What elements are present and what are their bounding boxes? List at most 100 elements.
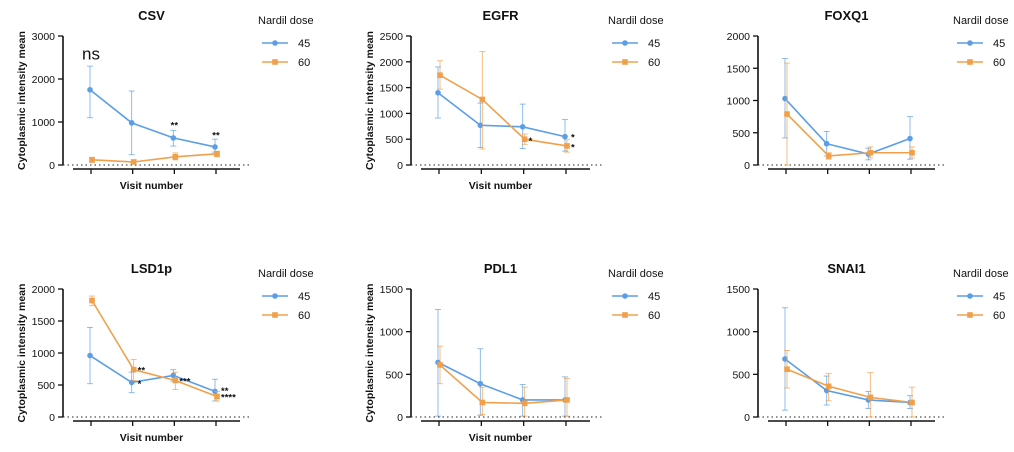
- data-point-45: [782, 356, 788, 362]
- data-point-60: [172, 154, 179, 160]
- data-point-45: [823, 140, 830, 147]
- y-tick-label: 1000: [380, 327, 404, 339]
- series-line-45: [89, 89, 216, 148]
- data-point-45: [212, 144, 218, 150]
- data-point-45: [128, 379, 135, 386]
- legend-label-60: 60: [298, 310, 310, 322]
- data-point-60: [479, 96, 486, 103]
- data-point-60: [867, 149, 874, 156]
- legend-label-60: 60: [993, 57, 1005, 69]
- y-tick-label: 2000: [32, 74, 56, 86]
- significance-annotation: **: [221, 386, 229, 397]
- data-point-45: [907, 135, 913, 142]
- series-line-60: [786, 113, 912, 157]
- y-tick-label: 500: [385, 369, 403, 381]
- significance-annotation: ****: [221, 393, 236, 404]
- legend-swatch-marker: [967, 293, 973, 299]
- y-tick-label: 1000: [727, 96, 751, 108]
- data-point-60: [172, 377, 179, 384]
- chart-title: PDL1: [484, 261, 517, 276]
- y-axis-label: Cytoplasmic intensity mean: [16, 31, 28, 170]
- data-point-60: [214, 151, 220, 157]
- y-tick-label: 2500: [380, 31, 404, 43]
- chart-title: CSV: [138, 8, 165, 23]
- data-point-60: [437, 362, 443, 368]
- legend-swatch-marker: [272, 312, 278, 318]
- legend-swatch-marker: [622, 40, 628, 46]
- chart-panel-pdl1: PDL1 0 500 1000 1500 Cytoplasmic intensity me…: [364, 261, 664, 444]
- y-tick-label: 500: [732, 128, 750, 140]
- y-tick-label: 1000: [727, 327, 751, 339]
- series-line-60: [439, 74, 568, 147]
- data-point-45: [87, 352, 93, 359]
- data-point-60: [564, 143, 570, 149]
- legend-label-45: 45: [648, 38, 660, 50]
- legend-swatch-marker: [272, 40, 278, 46]
- y-tick-label: 2000: [727, 31, 751, 43]
- y-tick-label: 2000: [380, 57, 404, 69]
- x-axis-label: Visit number: [469, 180, 532, 192]
- data-point-60: [825, 153, 832, 159]
- y-axis-label: Cytoplasmic intensity mean: [364, 284, 376, 423]
- data-point-60: [521, 400, 528, 407]
- legend-title: Nardil dose: [258, 268, 314, 280]
- series-line-45: [784, 98, 911, 155]
- data-point-60: [521, 136, 528, 142]
- y-tick-label: 0: [49, 160, 55, 172]
- data-point-60: [437, 72, 443, 79]
- y-tick-label: 3000: [32, 31, 56, 43]
- y-tick-label: 0: [397, 160, 403, 172]
- series-line-45: [89, 354, 216, 393]
- data-point-45: [128, 120, 135, 126]
- y-tick-label: 1000: [32, 348, 56, 360]
- legend-title: Nardil dose: [953, 15, 1009, 27]
- data-point-60: [784, 111, 790, 117]
- chart-title: SNAI1: [827, 261, 865, 276]
- chart-panel-csv: CSV 0 1000 2000 3000 Cytoplasmic intensity me…: [16, 8, 314, 192]
- legend-title: Nardil dose: [608, 268, 664, 280]
- y-tick-label: 500: [732, 369, 750, 381]
- legend-label-60: 60: [648, 310, 660, 322]
- data-point-60: [564, 397, 570, 403]
- y-tick-label: 0: [744, 160, 750, 172]
- chart-panel-foxq1: FOXQ1 0 500 1000 1500 2000 Nardil dose 45 60: [727, 8, 1009, 174]
- legend-swatch-marker: [622, 312, 628, 318]
- data-point-45: [170, 372, 177, 379]
- y-tick-label: 1500: [727, 63, 751, 75]
- data-point-45: [782, 95, 788, 102]
- significance-annotation: **: [171, 120, 179, 131]
- chart-panel-lsd1p: LSD1p 0 500 1000 1500 2000 Cytoplasmic intensi…: [16, 261, 314, 444]
- significance-annotation: **: [212, 130, 220, 141]
- significance-annotation: ***: [179, 377, 190, 388]
- data-point-60: [214, 393, 220, 400]
- legend-label-45: 45: [298, 291, 310, 303]
- data-point-60: [479, 399, 486, 406]
- y-tick-label: 1500: [380, 284, 404, 296]
- data-point-60: [89, 297, 95, 304]
- legend-swatch-marker: [967, 59, 973, 65]
- data-point-45: [519, 124, 526, 130]
- series-line-45: [437, 361, 565, 401]
- series-line-60: [91, 153, 218, 163]
- significance-annotation: *: [571, 133, 575, 144]
- x-axis-label: Visit number: [469, 432, 532, 444]
- y-tick-label: 0: [397, 412, 403, 424]
- y-tick-label: 1500: [380, 83, 404, 95]
- legend-title: Nardil dose: [953, 268, 1009, 280]
- y-tick-label: 0: [49, 412, 55, 424]
- data-point-45: [477, 380, 484, 387]
- y-tick-label: 0: [744, 412, 750, 424]
- legend-swatch-marker: [622, 293, 628, 299]
- legend-swatch-marker: [272, 293, 278, 299]
- x-axis-label: Visit number: [120, 180, 183, 192]
- data-point-60: [825, 383, 832, 390]
- data-point-60: [784, 366, 790, 373]
- data-point-45: [823, 387, 830, 394]
- legend-label-60: 60: [298, 57, 310, 69]
- series-line-60: [439, 364, 568, 405]
- series-line-45: [784, 358, 911, 404]
- series-line-45: [437, 92, 566, 138]
- chart-title: LSD1p: [131, 261, 172, 276]
- legend-swatch-marker: [967, 312, 973, 318]
